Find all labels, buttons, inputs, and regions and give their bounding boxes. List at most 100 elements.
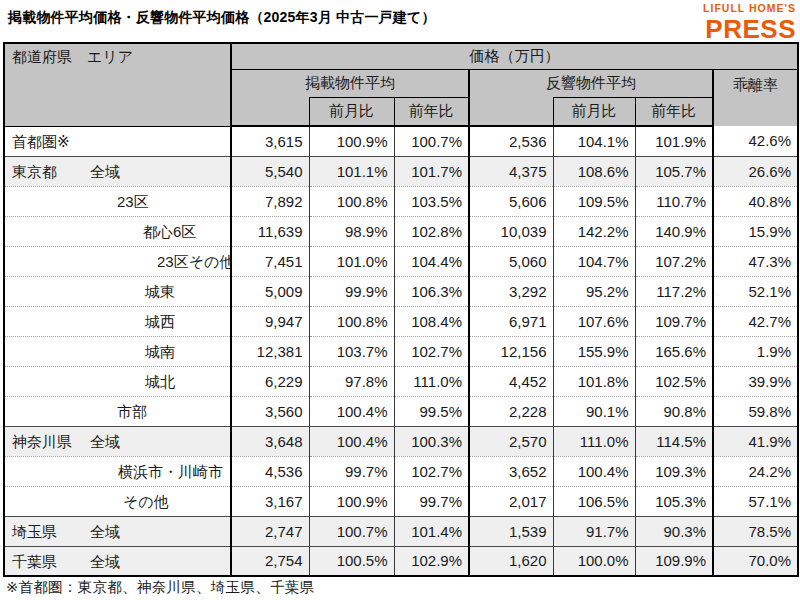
area-label: 横浜市・川崎市: [118, 457, 223, 487]
response-yoy-cell: 90.8%: [635, 396, 713, 426]
response-avg-price-cell: 2,570: [469, 426, 553, 456]
response-avg-price-cell: 5,606: [469, 186, 553, 216]
listed-yoy-cell: 104.4%: [394, 246, 469, 276]
footnote: ※首都圏：東京都、神奈川県、埼玉県、千葉県: [6, 578, 314, 597]
price-table: 都道府県 エリア 価格（万円） 掲載物件平均 反響物件平均 乖離率 前月比 前年…: [3, 42, 799, 577]
header-price-group: 価格（万円）: [231, 43, 798, 69]
response-mom-cell: 155.9%: [553, 336, 635, 366]
response-yoy-cell: 117.2%: [635, 276, 713, 306]
pref-area-cell: 23区: [4, 186, 231, 216]
response-mom-cell: 106.5%: [553, 486, 635, 516]
response-yoy-cell: 90.3%: [635, 516, 713, 546]
response-avg-price-cell: 1,539: [469, 516, 553, 546]
listed-yoy-cell: 101.4%: [394, 516, 469, 546]
response-yoy-cell: 102.5%: [635, 366, 713, 396]
response-avg-price-cell: 3,652: [469, 456, 553, 486]
response-mom-cell: 104.1%: [553, 126, 635, 156]
area-label: 23区その他: [157, 247, 231, 277]
prefecture-label: 東京都: [12, 157, 57, 187]
divergence-cell: 78.5%: [713, 516, 798, 546]
response-yoy-cell: 140.9%: [635, 216, 713, 246]
listed-avg-price-cell: 11,639: [231, 216, 309, 246]
listed-mom-cell: 100.4%: [309, 396, 394, 426]
pref-area-cell: 東京都 全域: [4, 156, 231, 186]
divergence-cell: 39.9%: [713, 366, 798, 396]
area-label: 23区: [117, 187, 149, 217]
response-avg-price-cell: 2,536: [469, 126, 553, 156]
response-mom-cell: 95.2%: [553, 276, 635, 306]
listed-avg-price-cell: 2,754: [231, 546, 309, 576]
response-mom-cell: 107.6%: [553, 306, 635, 336]
divergence-cell: 59.8%: [713, 396, 798, 426]
divergence-cell: 42.7%: [713, 306, 798, 336]
table-row: 埼玉県 全域 2,747 100.7% 101.4% 1,539 91.7% 9…: [4, 516, 798, 546]
response-yoy-cell: 101.9%: [635, 126, 713, 156]
response-mom-cell: 100.0%: [553, 546, 635, 576]
divergence-cell: 26.6%: [713, 156, 798, 186]
response-mom-cell: 91.7%: [553, 516, 635, 546]
table-row: 千葉県 全域 2,754 100.5% 102.9% 1,620 100.0% …: [4, 546, 798, 576]
response-mom-cell: 101.8%: [553, 366, 635, 396]
listed-mom-cell: 99.9%: [309, 276, 394, 306]
header-pref-area: 都道府県 エリア: [4, 43, 231, 126]
response-mom-cell: 142.2%: [553, 216, 635, 246]
table-row: 都心6区 11,639 98.9% 102.8% 10,039 142.2% 1…: [4, 216, 798, 246]
pref-area-cell: 千葉県 全域: [4, 546, 231, 576]
response-avg-price-cell: 1,620: [469, 546, 553, 576]
divergence-cell: 52.1%: [713, 276, 798, 306]
listed-yoy-cell: 99.7%: [394, 486, 469, 516]
listed-avg-price-cell: 3,560: [231, 396, 309, 426]
header-listed-price-blank: [231, 97, 309, 126]
prefecture-label: 神奈川県: [12, 427, 72, 457]
prefecture-label: 首都圏※: [12, 127, 70, 157]
listed-mom-cell: 100.8%: [309, 186, 394, 216]
header-response-group: 反響物件平均: [469, 69, 713, 97]
listed-yoy-cell: 101.7%: [394, 156, 469, 186]
area-label: 全域: [90, 427, 120, 457]
table-row: 首都圏※ 3,615 100.9% 100.7% 2,536 104.1% 10…: [4, 126, 798, 156]
listed-mom-cell: 101.0%: [309, 246, 394, 276]
response-yoy-cell: 109.3%: [635, 456, 713, 486]
prefecture-label: 埼玉県: [12, 517, 57, 547]
divergence-cell: 47.3%: [713, 246, 798, 276]
listed-avg-price-cell: 3,167: [231, 486, 309, 516]
divergence-cell: 41.9%: [713, 426, 798, 456]
listed-avg-price-cell: 5,009: [231, 276, 309, 306]
response-avg-price-cell: 4,375: [469, 156, 553, 186]
response-yoy-cell: 109.9%: [635, 546, 713, 576]
divergence-cell: 24.2%: [713, 456, 798, 486]
listed-mom-cell: 100.8%: [309, 306, 394, 336]
listed-avg-price-cell: 2,747: [231, 516, 309, 546]
divergence-cell: 40.8%: [713, 186, 798, 216]
listed-mom-cell: 100.4%: [309, 426, 394, 456]
table-row: 横浜市・川崎市 4,536 99.7% 102.7% 3,652 100.4% …: [4, 456, 798, 486]
listed-yoy-cell: 106.3%: [394, 276, 469, 306]
table-row: 城北 6,229 97.8% 111.0% 4,452 101.8% 102.5…: [4, 366, 798, 396]
listed-avg-price-cell: 6,229: [231, 366, 309, 396]
response-avg-price-cell: 2,228: [469, 396, 553, 426]
listed-yoy-cell: 100.3%: [394, 426, 469, 456]
table-row: 東京都 全域 5,540 101.1% 101.7% 4,375 108.6% …: [4, 156, 798, 186]
table-row: 23区 7,892 100.8% 103.5% 5,606 109.5% 110…: [4, 186, 798, 216]
area-label: 全域: [90, 517, 120, 547]
logo-lifull-homes-text: LIFULL HOME'S: [703, 3, 796, 14]
page-title: 掲載物件平均価格・反響物件平均価格（2025年3月 中古一戸建て）: [8, 9, 436, 27]
response-yoy-cell: 105.7%: [635, 156, 713, 186]
area-label: 市部: [117, 397, 147, 427]
response-avg-price-cell: 4,452: [469, 366, 553, 396]
response-yoy-cell: 165.6%: [635, 336, 713, 366]
listed-mom-cell: 99.7%: [309, 456, 394, 486]
header-response-mom: 前月比: [553, 97, 635, 126]
listed-mom-cell: 97.8%: [309, 366, 394, 396]
header-response-price-blank: [469, 97, 553, 126]
listed-mom-cell: 103.7%: [309, 336, 394, 366]
listed-mom-cell: 101.1%: [309, 156, 394, 186]
listed-avg-price-cell: 5,540: [231, 156, 309, 186]
listed-yoy-cell: 102.7%: [394, 456, 469, 486]
area-label: 城東: [145, 277, 175, 307]
area-label: 城北: [145, 367, 175, 397]
listed-yoy-cell: 102.8%: [394, 216, 469, 246]
response-mom-cell: 90.1%: [553, 396, 635, 426]
header-divergence: 乖離率: [713, 69, 798, 126]
response-avg-price-cell: 3,292: [469, 276, 553, 306]
